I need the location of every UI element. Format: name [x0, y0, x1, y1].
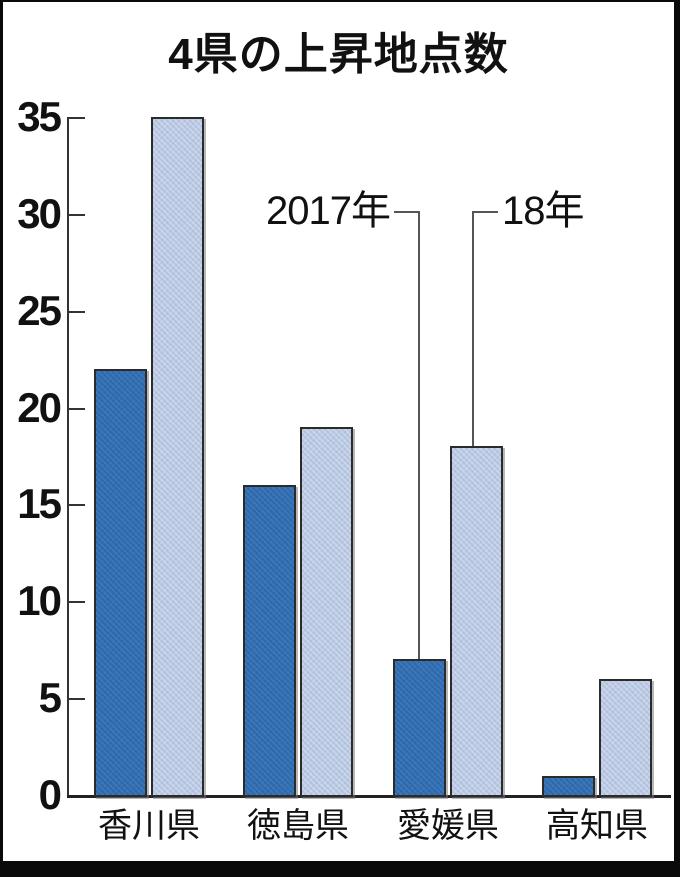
y-tick-label: 5	[38, 674, 62, 721]
y-tick-label: 35	[17, 93, 62, 140]
y-tick	[69, 214, 85, 216]
bar-s0-c2	[393, 659, 446, 797]
y-tick	[69, 601, 85, 603]
callout-line-vertical	[472, 211, 474, 446]
x-axis-line	[67, 795, 671, 798]
y-tick-label: 30	[17, 190, 62, 237]
callout-line-horizontal	[474, 211, 498, 213]
y-tick	[69, 311, 85, 313]
y-axis-line	[67, 117, 69, 797]
bar-s1-c0	[151, 117, 204, 797]
bar-s1-c1	[300, 427, 353, 797]
bar-s1-c3	[599, 679, 652, 797]
annotation-label-0: 2017年	[266, 189, 391, 233]
callout-line-horizontal	[394, 211, 418, 213]
chart-panel: 4県の上昇地点数 0 5 10 15 20 25 30 35 香川県 徳島県 愛媛県 高知県 2017年…	[3, 2, 674, 861]
bar-s1-c2	[450, 446, 503, 797]
chart-title: 4県の上昇地点数	[168, 30, 509, 79]
bar-chart-plot-area: 0 5 10 15 20 25 30 35 香川県 徳島県 愛媛県 高知県 2017年 18年	[3, 2, 674, 861]
x-category-label: 香川県	[98, 807, 200, 845]
y-tick	[69, 698, 85, 700]
x-category-label: 愛媛県	[397, 807, 499, 845]
x-category-label: 徳島県	[247, 807, 349, 845]
bar-s0-c0	[94, 369, 147, 797]
y-tick	[69, 504, 85, 506]
x-category-label: 高知県	[546, 807, 648, 845]
annotation-label-1: 18年	[502, 189, 584, 233]
callout-line-vertical	[418, 211, 420, 659]
y-tick-label: 10	[17, 577, 62, 624]
y-tick	[69, 117, 85, 119]
y-tick-label: 20	[17, 384, 62, 431]
y-tick	[69, 408, 85, 410]
bar-s0-c1	[243, 485, 296, 797]
y-tick-label: 0	[38, 771, 62, 818]
y-tick-label: 15	[17, 480, 62, 527]
y-tick-label: 25	[17, 287, 62, 334]
bar-s0-c3	[542, 776, 595, 797]
